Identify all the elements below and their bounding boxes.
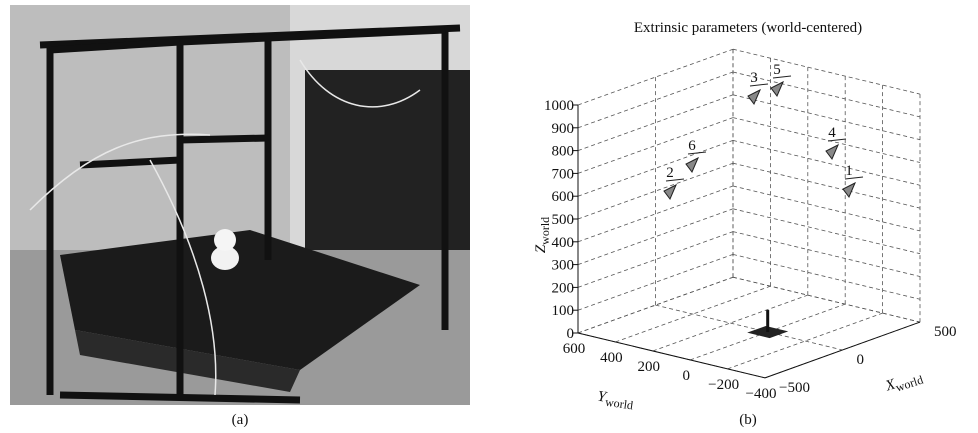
x-tick-label: −500 [779,380,810,396]
grid-line [732,94,921,141]
z-tick-label: 500 [552,212,575,228]
camera [663,183,677,200]
z-tick-label: 1000 [544,98,574,114]
camera-axis [749,83,769,87]
z-axis-symbol: Z [533,244,549,253]
y-axis [577,332,766,379]
camera-label: 6 [688,138,696,154]
y-tick-label: −400 [746,386,777,402]
grid-line [732,185,921,232]
camera-axis [665,178,685,182]
z-tick-label: 800 [552,144,575,160]
plot-3d: 0 100 200 300 400 500 600 700 800 900 1000 −500 0 500… [544,48,957,402]
plot-title: Extrinsic parameters (world-centered) [634,20,862,36]
camera-label: 1 [845,163,853,179]
camera-label: 5 [773,62,781,78]
y-tick-label: 0 [682,368,690,384]
y-axis-label: Yworld [596,389,635,413]
y-tick-label: −200 [708,377,739,393]
z-tick-label: 0 [567,326,575,342]
camera [747,88,761,105]
y-axis-subscript: world [604,395,634,413]
grid-line [732,231,921,277]
grid-line [732,48,921,95]
camera-label: 3 [750,70,758,86]
y-tick-label: 400 [600,350,623,366]
z-tick-label: 700 [552,166,575,182]
x-tick-label: 500 [934,324,957,340]
grid-line [732,140,921,186]
caption: (a) [232,412,249,428]
caption: (b) [739,412,757,428]
y-tick-label: 600 [563,341,586,357]
z-tick-label: 100 [552,303,575,319]
grid-line [655,304,843,351]
camera [770,80,784,97]
z-axis-subscript: world [538,217,552,245]
grid-line [732,254,921,300]
z-tick-label: 400 [552,235,575,251]
x-axis-subscript: world [894,373,925,395]
camera [825,143,839,160]
z-tick-label: 300 [552,258,575,274]
grid-line [732,276,921,323]
grid-line [732,71,921,118]
x-axis-label: Xworld [883,368,925,398]
photo [10,5,470,405]
grid-line [732,208,921,255]
z-tick-label: 600 [552,189,575,205]
x-axis [764,321,921,379]
grid-line [732,162,921,209]
z-axis-label: Zworld [533,217,552,253]
x-tick-label: 0 [857,352,865,368]
camera-axis [844,176,864,180]
grid-line [732,117,921,163]
grid-line [652,294,808,352]
z-tick-label: 200 [552,280,575,296]
camera-axis [687,151,707,155]
camera-axis [827,138,847,142]
camera [685,156,699,173]
camera-axis [772,75,792,79]
grid-line [577,48,734,106]
camera [842,181,856,198]
camera-label: 2 [666,165,674,181]
camera-label: 4 [828,125,836,141]
z-tick-label: 900 [552,121,575,137]
y-tick-label: 200 [638,359,661,375]
